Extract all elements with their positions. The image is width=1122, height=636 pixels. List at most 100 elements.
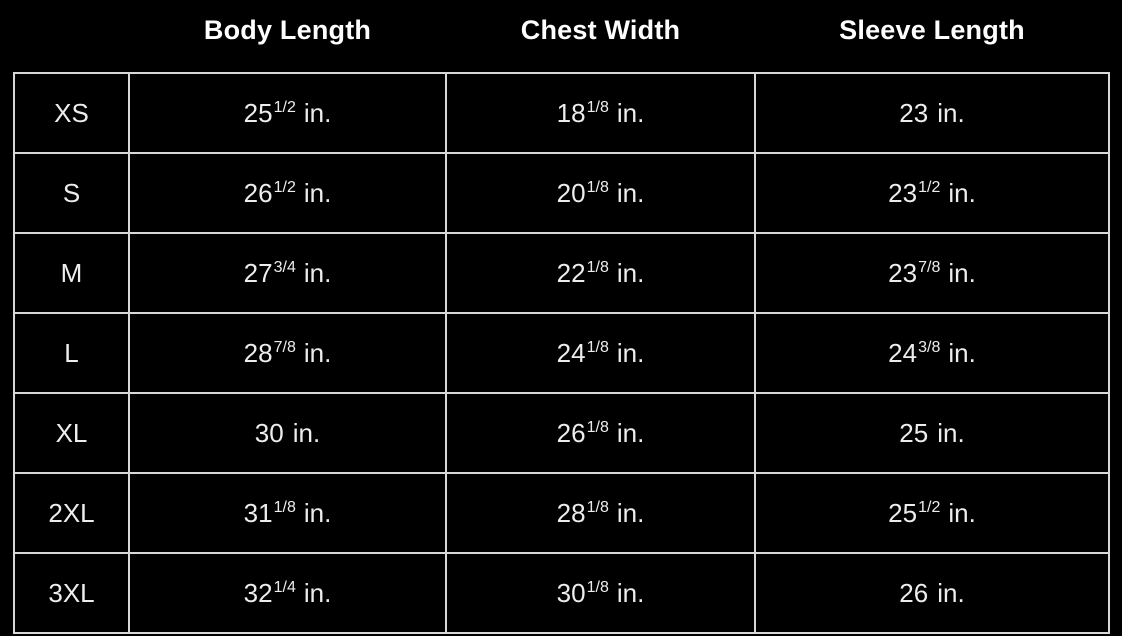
measurement-whole: 28 [243, 337, 273, 368]
measurement-fraction: 1/8 [586, 98, 609, 116]
measurement-cell-sleeve-length: 243/8 in. [754, 312, 1110, 394]
measurement-whole: 31 [243, 497, 273, 528]
measurement-whole: 20 [556, 177, 586, 208]
measurement-cell-sleeve-length: 26 in. [754, 552, 1110, 634]
measurement-cell-chest-width: 201/8 in. [445, 152, 756, 234]
measurement-fraction: 1/8 [586, 178, 609, 196]
measurement-fraction: 1/8 [586, 498, 609, 516]
measurement-unit: in. [303, 337, 332, 368]
measurement-unit: in. [616, 97, 645, 128]
measurement-unit: in. [616, 577, 645, 608]
column-header-chest-width: Chest Width [520, 14, 681, 45]
measurement-cell-body-length: 311/8 in. [128, 472, 447, 554]
table-row: M 273/4 in. 221/8 in. 237/8 in. [13, 232, 1110, 314]
measurement-fraction: 3/8 [918, 338, 941, 356]
measurement-whole: 32 [243, 577, 273, 608]
measurement-whole: 25 [888, 497, 918, 528]
measurement-fraction: 7/8 [918, 258, 941, 276]
measurement-unit: in. [948, 257, 976, 288]
column-header-body-length: Body Length [203, 14, 372, 45]
measurement-whole: 26 [556, 417, 586, 448]
measurement-cell-sleeve-length: 231/2 in. [754, 152, 1110, 234]
measurement-fraction: 1/8 [586, 338, 609, 356]
measurement-whole: 23 [899, 97, 929, 128]
measurement-cell-body-length: 261/2 in. [128, 152, 447, 234]
measurement-fraction: 1/2 [918, 498, 941, 516]
measurement-cell-chest-width: 181/8 in. [445, 72, 756, 154]
measurement-fraction: 1/2 [273, 178, 296, 196]
measurement-whole: 26 [243, 177, 273, 208]
measurement-cell-sleeve-length: 237/8 in. [754, 232, 1110, 314]
measurement-whole: 23 [888, 257, 918, 288]
measurement-cell-body-length: 273/4 in. [128, 232, 447, 314]
column-header-empty [14, 0, 129, 73]
measurement-unit: in. [937, 577, 965, 608]
measurement-cell-body-length: 251/2 in. [128, 72, 447, 154]
measurement-whole: 25 [899, 417, 929, 448]
measurement-fraction: 3/4 [273, 258, 296, 276]
measurement-whole: 18 [556, 97, 586, 128]
measurement-cell-sleeve-length: 251/2 in. [754, 472, 1110, 554]
measurement-whole: 25 [243, 97, 273, 128]
size-chart-header-row: Body Length Chest Width Sleeve Length [14, 0, 1109, 73]
measurement-cell-chest-width: 221/8 in. [445, 232, 756, 314]
table-row: 2XL 311/8 in. 281/8 in. 251/2 in. [13, 472, 1110, 554]
measurement-cell-chest-width: 301/8 in. [445, 552, 756, 634]
measurement-whole: 27 [243, 257, 273, 288]
size-chart-table: Body Length Chest Width Sleeve Length XS… [13, 0, 1110, 634]
measurement-unit: in. [616, 337, 645, 368]
measurement-fraction: 7/8 [273, 338, 296, 356]
measurement-fraction: 1/4 [273, 578, 296, 596]
size-label: L [13, 312, 130, 394]
measurement-unit: in. [303, 497, 332, 528]
measurement-unit: in. [616, 177, 645, 208]
measurement-unit: in. [292, 417, 321, 448]
measurement-cell-chest-width: 241/8 in. [445, 312, 756, 394]
table-row: 3XL 321/4 in. 301/8 in. 26 in. [13, 552, 1110, 634]
measurement-unit: in. [303, 257, 332, 288]
measurement-unit: in. [303, 177, 332, 208]
measurement-unit: in. [948, 497, 976, 528]
measurement-cell-chest-width: 261/8 in. [445, 392, 756, 474]
measurement-fraction: 1/2 [273, 98, 296, 116]
measurement-unit: in. [948, 177, 976, 208]
measurement-unit: in. [937, 417, 965, 448]
table-row: XL 30 in. 261/8 in. 25 in. [13, 392, 1110, 474]
measurement-whole: 24 [556, 337, 586, 368]
measurement-fraction: 1/8 [273, 498, 296, 516]
measurement-unit: in. [303, 577, 332, 608]
size-label: XL [13, 392, 130, 474]
measurement-fraction: 1/8 [586, 578, 609, 596]
measurement-unit: in. [303, 97, 332, 128]
measurement-unit: in. [937, 97, 965, 128]
measurement-whole: 23 [888, 177, 918, 208]
measurement-whole: 28 [556, 497, 586, 528]
size-label: M [13, 232, 130, 314]
measurement-unit: in. [616, 257, 645, 288]
measurement-unit: in. [948, 337, 976, 368]
size-label: 2XL [13, 472, 130, 554]
measurement-cell-sleeve-length: 25 in. [754, 392, 1110, 474]
measurement-whole: 24 [888, 337, 918, 368]
measurement-whole: 30 [556, 577, 586, 608]
measurement-fraction: 1/8 [586, 258, 609, 276]
table-row: S 261/2 in. 201/8 in. 231/2 in. [13, 152, 1110, 234]
measurement-whole: 30 [254, 417, 284, 448]
measurement-cell-sleeve-length: 23 in. [754, 72, 1110, 154]
measurement-unit: in. [616, 497, 645, 528]
table-row: L 287/8 in. 241/8 in. 243/8 in. [13, 312, 1110, 394]
measurement-unit: in. [616, 417, 645, 448]
measurement-cell-chest-width: 281/8 in. [445, 472, 756, 554]
size-label: S [13, 152, 130, 234]
column-header-sleeve-length: Sleeve Length [839, 14, 1025, 45]
measurement-cell-body-length: 287/8 in. [128, 312, 447, 394]
size-label: 3XL [13, 552, 130, 634]
measurement-fraction: 1/8 [586, 418, 609, 436]
measurement-whole: 22 [556, 257, 586, 288]
size-label: XS [13, 72, 130, 154]
measurement-cell-body-length: 30 in. [128, 392, 447, 474]
measurement-whole: 26 [899, 577, 929, 608]
measurement-cell-body-length: 321/4 in. [128, 552, 447, 634]
measurement-fraction: 1/2 [918, 178, 941, 196]
table-row: XS 251/2 in. 181/8 in. 23 in. [13, 72, 1110, 154]
